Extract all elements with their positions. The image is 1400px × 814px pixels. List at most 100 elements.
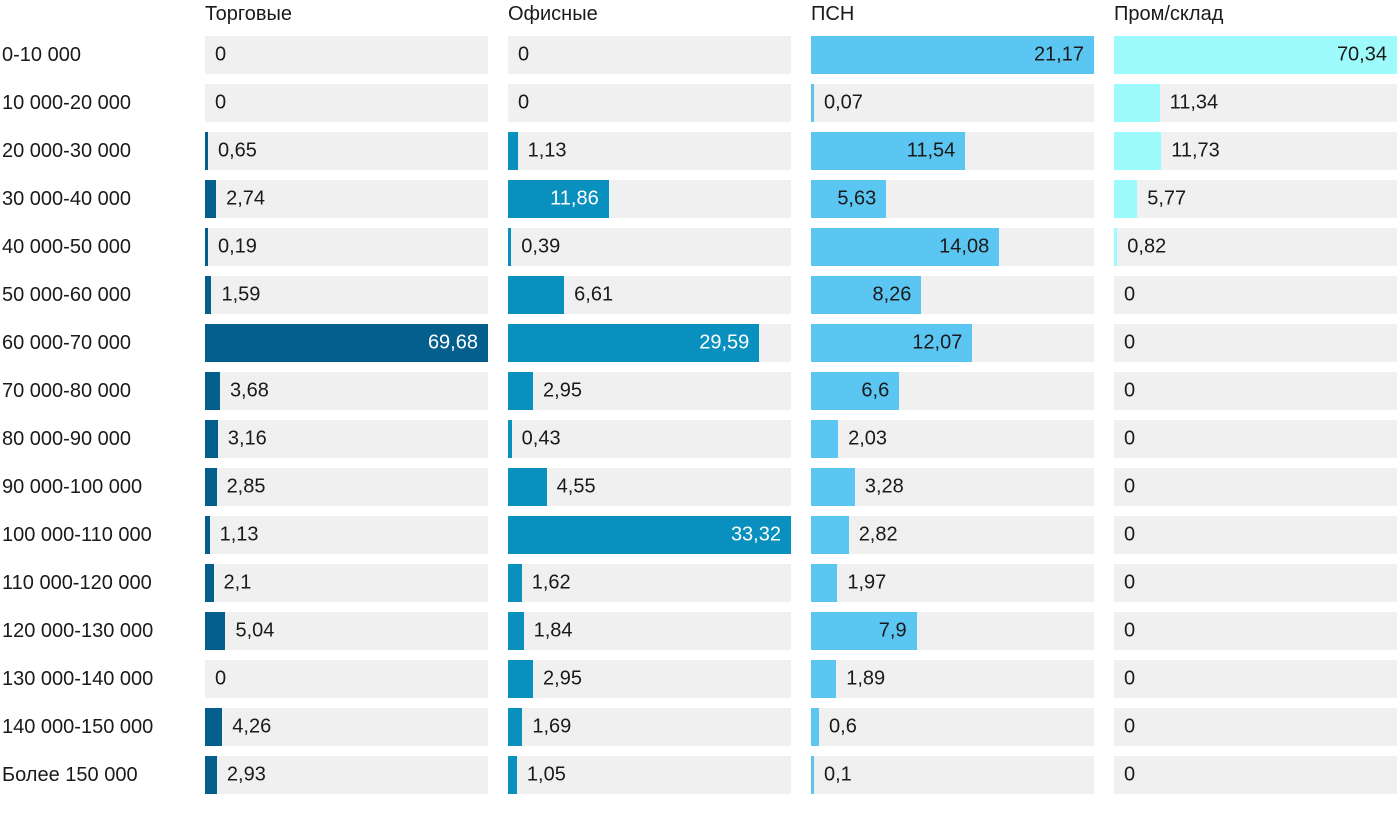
- bar-value-label: 3,16: [227, 427, 267, 450]
- bar-value-label: 1,84: [533, 619, 573, 642]
- bar: [205, 132, 208, 170]
- chart-row: 40 000-50 000 0,19 0,39 14,08 0,82: [2, 228, 1400, 266]
- bar-track: 2,85: [205, 468, 488, 506]
- bar: [508, 180, 609, 218]
- bar: [205, 564, 214, 602]
- chart-row: 70 000-80 000 3,68 2,95 6,6 0: [2, 372, 1400, 410]
- bar: [508, 708, 523, 746]
- bar: [508, 420, 512, 458]
- bar: [508, 132, 518, 170]
- bar: [508, 276, 565, 314]
- bar-value-label: 69,68: [427, 331, 478, 354]
- bar-track: 0: [1114, 660, 1397, 698]
- row-label: 0-10 000: [2, 43, 81, 66]
- chart-row: 130 000-140 000 0 2,95 1,89 0: [2, 660, 1400, 698]
- bar-track: 0,43: [508, 420, 791, 458]
- bar: [811, 228, 1000, 266]
- bar-track: 8,26: [811, 276, 1094, 314]
- bar: [1114, 228, 1118, 266]
- bar-value-label: 0: [1124, 763, 1136, 786]
- bar-value-label: 2,85: [226, 475, 266, 498]
- bar-value-label: 21,17: [1033, 43, 1084, 66]
- bar-value-label: 70,34: [1336, 43, 1387, 66]
- bar-track: 1,84: [508, 612, 791, 650]
- row-label: 80 000-90 000: [2, 427, 132, 450]
- bar-track: 0: [508, 36, 791, 74]
- bar: [811, 324, 973, 362]
- bar-track: 1,69: [508, 708, 791, 746]
- bar-track: 21,17: [811, 36, 1094, 74]
- bar-track: 33,32: [508, 516, 791, 554]
- bar-value-label: 0: [1124, 619, 1136, 642]
- bar-track: 29,59: [508, 324, 791, 362]
- bar-track: 11,54: [811, 132, 1094, 170]
- bar-track: 0: [1114, 372, 1397, 410]
- bar-value-label: 1,97: [847, 571, 887, 594]
- column-header: ПСН: [811, 3, 855, 25]
- bar-track: 2,95: [508, 372, 791, 410]
- bar-track: 0: [1114, 276, 1397, 314]
- chart-row: 0-10 000 0 0 21,17 70,34: [2, 36, 1400, 74]
- bar-track: 2,1: [205, 564, 488, 602]
- bar-value-label: 11,34: [1169, 91, 1219, 114]
- bar-track: 2,95: [508, 660, 791, 698]
- bar-track: 0,19: [205, 228, 488, 266]
- bar-value-label: 0,19: [218, 235, 257, 258]
- bar: [508, 756, 517, 794]
- column-header: Торговые: [205, 3, 293, 25]
- row-label: 100 000-110 000: [2, 523, 152, 546]
- bar-value-label: 0: [1124, 715, 1136, 738]
- row-label: 90 000-100 000: [2, 475, 143, 498]
- row-label: 30 000-40 000: [2, 187, 132, 210]
- bar-track: 4,26: [205, 708, 488, 746]
- bar: [811, 84, 814, 122]
- bar-value-label: 0: [518, 91, 530, 114]
- bar-value-label: 0,07: [824, 91, 863, 114]
- bar-value-label: 0,6: [829, 715, 857, 738]
- bar-value-label: 2,95: [543, 379, 582, 402]
- column-header: Офисные: [508, 3, 598, 25]
- bar-track: 0: [508, 84, 791, 122]
- bar-value-label: 7,9: [878, 619, 907, 642]
- bar: [811, 420, 839, 458]
- bar-value-label: 11,86: [550, 187, 599, 210]
- bar: [205, 612, 226, 650]
- bar-value-label: 0: [1124, 523, 1136, 546]
- chart-row: 110 000-120 000 2,1 1,62 1,97 0: [2, 564, 1400, 602]
- row-label: 50 000-60 000: [2, 283, 132, 306]
- bar-track: 11,73: [1114, 132, 1397, 170]
- bar-value-label: 2,82: [858, 523, 898, 546]
- bar-value-label: 11,54: [906, 139, 956, 162]
- chart-row: 100 000-110 000 1,13 33,32 2,82 0: [2, 516, 1400, 554]
- bar-track: 2,03: [811, 420, 1094, 458]
- bar-track: 0: [1114, 756, 1397, 794]
- row-label: 130 000-140 000: [2, 667, 154, 690]
- bar-value-label: 11,73: [1171, 139, 1220, 162]
- chart-row: 80 000-90 000 3,16 0,43 2,03 0: [2, 420, 1400, 458]
- bar-value-label: 14,08: [939, 235, 990, 258]
- row-label: 10 000-20 000: [2, 91, 132, 114]
- bar-track: 70,34: [1114, 36, 1397, 74]
- bar-track: 0: [1114, 708, 1397, 746]
- bar-track: 0: [1114, 564, 1397, 602]
- bar-value-label: 0: [215, 667, 227, 690]
- bar-track: 0: [1114, 516, 1397, 554]
- bar-value-label: 0,43: [521, 427, 561, 450]
- bar-track: 0,65: [205, 132, 488, 170]
- bar: [811, 132, 966, 170]
- chart-row: 90 000-100 000 2,85 4,55 3,28 0: [2, 468, 1400, 506]
- bar-track: 0: [1114, 468, 1397, 506]
- bar: [811, 660, 837, 698]
- bar-track: 11,34: [1114, 84, 1397, 122]
- bar-track: 0: [1114, 324, 1397, 362]
- row-label: 120 000-130 000: [2, 619, 154, 642]
- bar-value-label: 0,65: [218, 139, 257, 162]
- bar-value-label: 2,93: [226, 763, 266, 786]
- bar: [811, 564, 838, 602]
- bar-value-label: 2,95: [543, 667, 582, 690]
- bar-value-label: 1,69: [532, 715, 572, 738]
- bar-value-label: 2,03: [848, 427, 888, 450]
- bar: [1114, 180, 1138, 218]
- row-label: 70 000-80 000: [2, 379, 132, 402]
- bar: [811, 276, 922, 314]
